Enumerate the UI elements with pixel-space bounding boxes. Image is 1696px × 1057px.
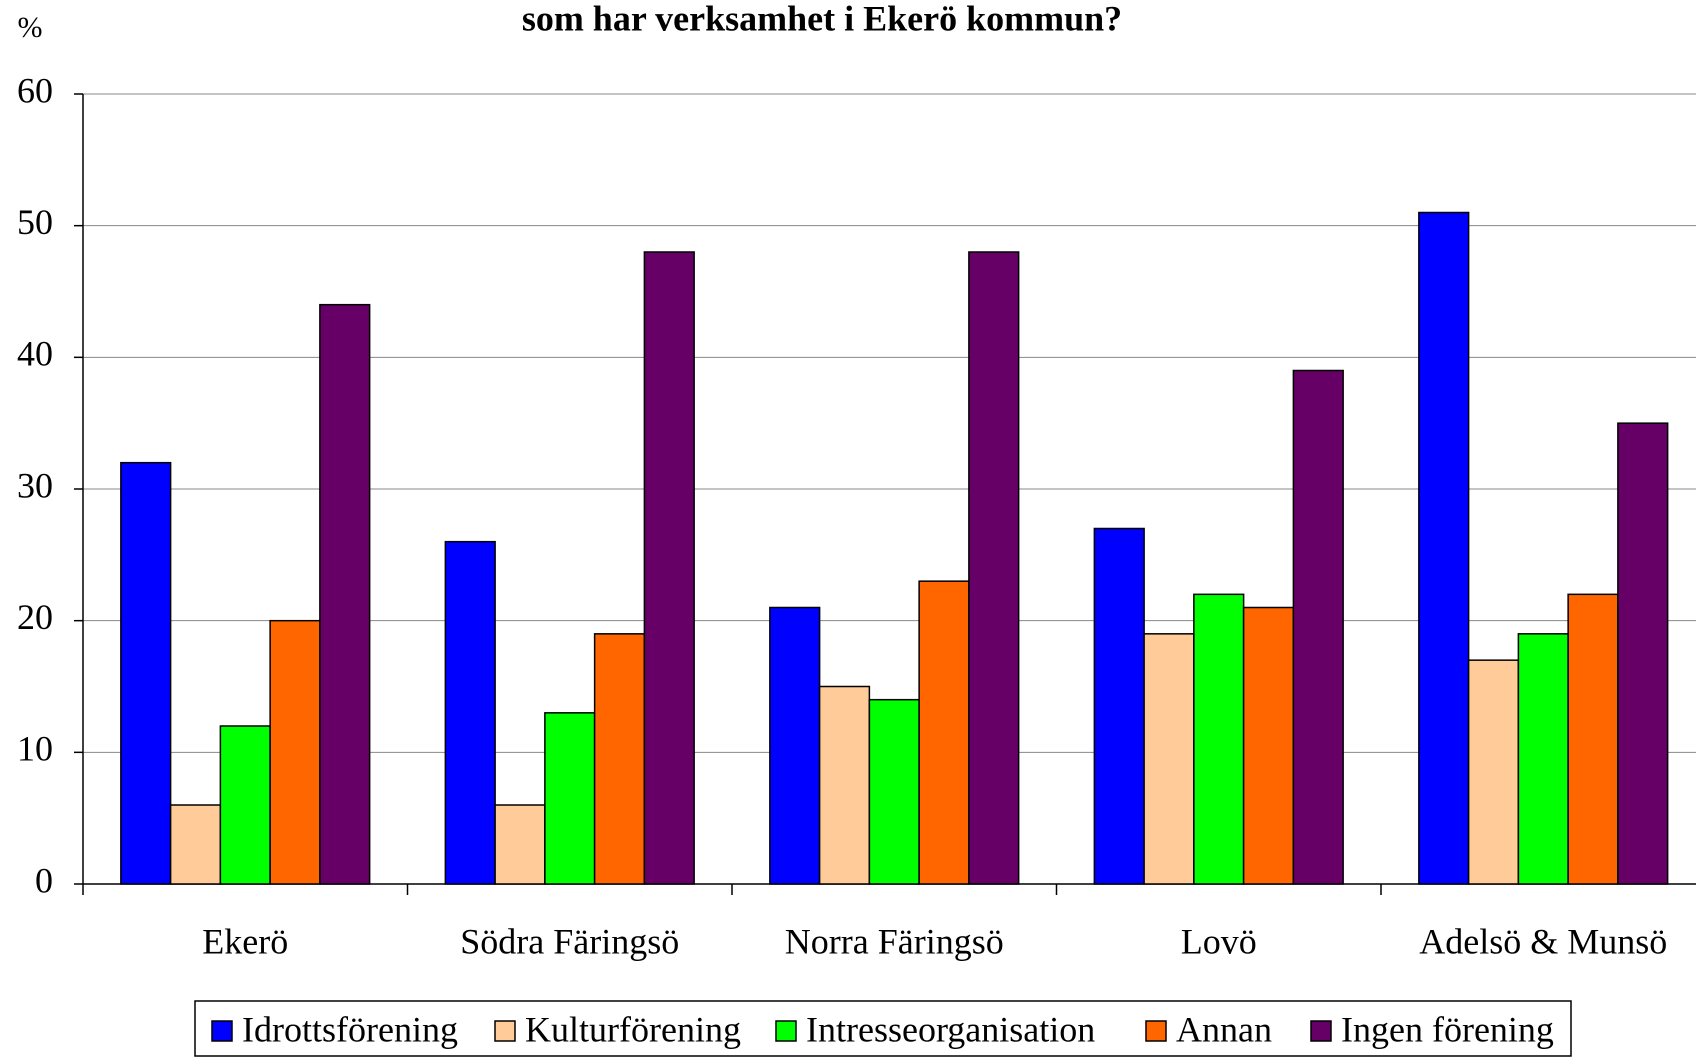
bar [1143, 633, 1195, 885]
y-tick-label: 10 [17, 729, 53, 769]
x-tick-label: Ekerö [202, 921, 288, 961]
legend-swatch [211, 1020, 233, 1042]
bar [1467, 659, 1520, 885]
bar [1193, 593, 1245, 885]
x-tick-label: Lovö [1181, 921, 1257, 961]
bar [968, 251, 1020, 885]
bar [1292, 369, 1344, 885]
x-tick-label: Södra Färingsö [460, 921, 679, 961]
bar [868, 698, 920, 885]
bar [818, 685, 871, 885]
y-axis-label: % [18, 11, 43, 44]
chart-title: som har verksamhet i Ekerö kommun? [522, 0, 1122, 38]
bar [269, 619, 321, 885]
bar [1517, 633, 1569, 885]
bar [918, 580, 970, 885]
bar [769, 606, 821, 885]
legend-box [194, 1000, 1572, 1057]
x-tick-label: Adelsö & Munsö [1419, 921, 1667, 961]
y-tick-label: 0 [35, 860, 53, 900]
bar [593, 633, 646, 885]
bar [1567, 593, 1619, 885]
bar [643, 251, 695, 885]
bar [1093, 527, 1145, 885]
y-tick-label: 40 [17, 334, 53, 374]
bar [120, 461, 172, 885]
bar [444, 540, 496, 885]
y-tick-label: 50 [17, 202, 53, 242]
bar [219, 725, 271, 885]
bar [1418, 211, 1470, 885]
legend-label: Annan [1176, 1009, 1272, 1049]
legend-swatch [1145, 1020, 1167, 1042]
bar [1242, 606, 1295, 885]
y-tick-label: 60 [17, 70, 53, 110]
bar [319, 303, 371, 885]
bar [494, 804, 546, 885]
bar [544, 712, 596, 885]
y-tick-label: 30 [17, 465, 53, 505]
legend-swatch [1310, 1020, 1332, 1042]
legend-label: Kulturförening [525, 1009, 741, 1049]
bar [169, 804, 222, 885]
legend-label: Intresseorganisation [806, 1009, 1095, 1049]
x-tick-label: Norra Färingsö [785, 921, 1004, 961]
y-tick-label: 20 [17, 597, 53, 637]
bar [1617, 422, 1669, 885]
legend-label: Idrottsförening [242, 1009, 458, 1049]
legend-label: Ingen förening [1341, 1009, 1554, 1049]
legend-swatch [775, 1020, 797, 1042]
legend-swatch [494, 1020, 516, 1042]
